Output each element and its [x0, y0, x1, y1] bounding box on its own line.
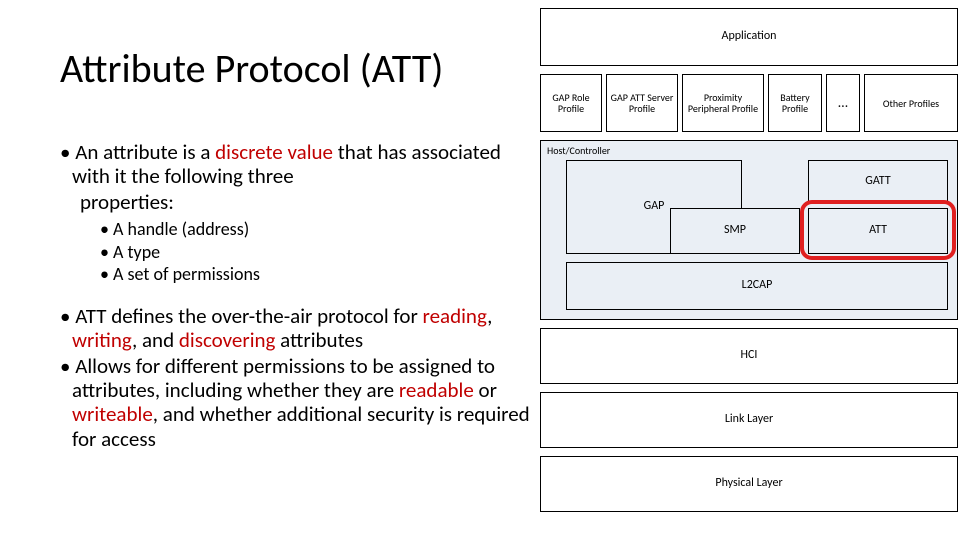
stack-diagram: Application GAP Role Profile GAP ATT Ser… [540, 0, 960, 520]
diag-l2cap: L2CAP [566, 262, 948, 310]
bullet-3-mid: or [474, 377, 497, 403]
diag-hci: HCI [540, 328, 958, 384]
sub-bullet-3: • A set of permissions [100, 263, 540, 286]
bullet-2-hl1: reading [423, 303, 488, 329]
diag-link-layer: Link Layer [540, 392, 958, 448]
bullet-2-hl2: writing [72, 327, 132, 353]
sub-bullet-2: • A type [100, 241, 540, 264]
bullet-2: • ATT defines the over-the-air protocol … [60, 304, 540, 352]
diag-att: ATT [808, 208, 948, 254]
sub-bullets: • A handle (address) • A type • A set of… [60, 218, 540, 286]
diag-gap-att-server: GAP ATT Server Profile [606, 74, 678, 132]
bullet-2-mid1: , [487, 303, 492, 329]
bullet-2-prefix: • ATT defines the over-the-air protocol … [60, 303, 423, 329]
diag-host-controller-label: Host/Controller [547, 145, 610, 156]
bullet-1-line2: properties: [60, 190, 540, 214]
diag-other-profiles: Other Profiles [864, 74, 958, 132]
bullet-2-mid2: , and [132, 327, 179, 353]
diag-proximity: Proximity Peripheral Profile [682, 74, 764, 132]
diag-dots: … [826, 74, 860, 132]
diag-battery: Battery Profile [768, 74, 822, 132]
bullet-3-hl1: readable [399, 377, 474, 403]
bullet-3: • Allows for different permissions to be… [60, 354, 540, 451]
diag-gatt: GATT [808, 160, 948, 204]
diag-gap-role: GAP Role Profile [540, 74, 602, 132]
slide-body: • An attribute is a discrete value that … [60, 140, 540, 453]
bullet-2-suffix: attributes [275, 327, 363, 353]
diag-application: Application [540, 8, 958, 66]
bullet-1-highlight: discrete value [215, 139, 333, 165]
diag-physical-layer: Physical Layer [540, 456, 958, 512]
bullet-1: • An attribute is a discrete value that … [60, 140, 540, 188]
sub-bullet-1: • A handle (address) [100, 218, 540, 241]
slide: Attribute Protocol (ATT) • An attribute … [0, 0, 960, 540]
slide-title: Attribute Protocol (ATT) [60, 44, 443, 93]
bullet-1-prefix: • An attribute is a [60, 139, 215, 165]
bullet-3-hl2: writeable [72, 401, 153, 427]
diag-smp: SMP [670, 208, 800, 254]
bullet-2-hl3: discovering [179, 327, 276, 353]
